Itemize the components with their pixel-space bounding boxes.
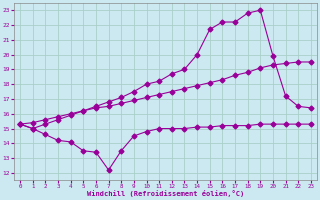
X-axis label: Windchill (Refroidissement éolien,°C): Windchill (Refroidissement éolien,°C) bbox=[87, 190, 244, 197]
